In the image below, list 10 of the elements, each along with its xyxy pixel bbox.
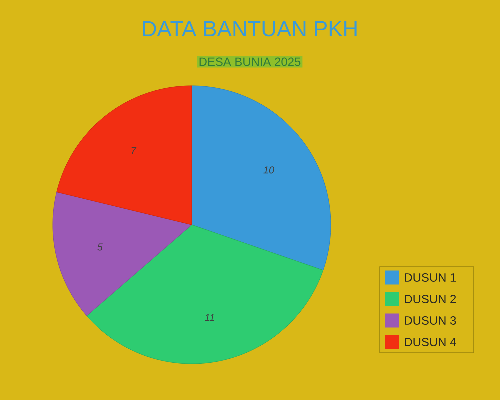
chart-subtitle: DESA BUNIA 2025 (200, 58, 301, 66)
data-label: 11 (204, 314, 214, 322)
legend-label: DUSUN 3 (405, 316, 456, 325)
data-label: 7 (132, 147, 137, 154)
legend-label: DUSUN 2 (405, 295, 456, 304)
legend-label: DUSUN 4 (405, 338, 456, 346)
chart-title: DATA BANTUAN PKH (143, 21, 357, 37)
data-label: 10 (264, 166, 274, 174)
data-label: 5 (98, 244, 103, 251)
legend-label: DUSUN 1 (405, 274, 456, 282)
